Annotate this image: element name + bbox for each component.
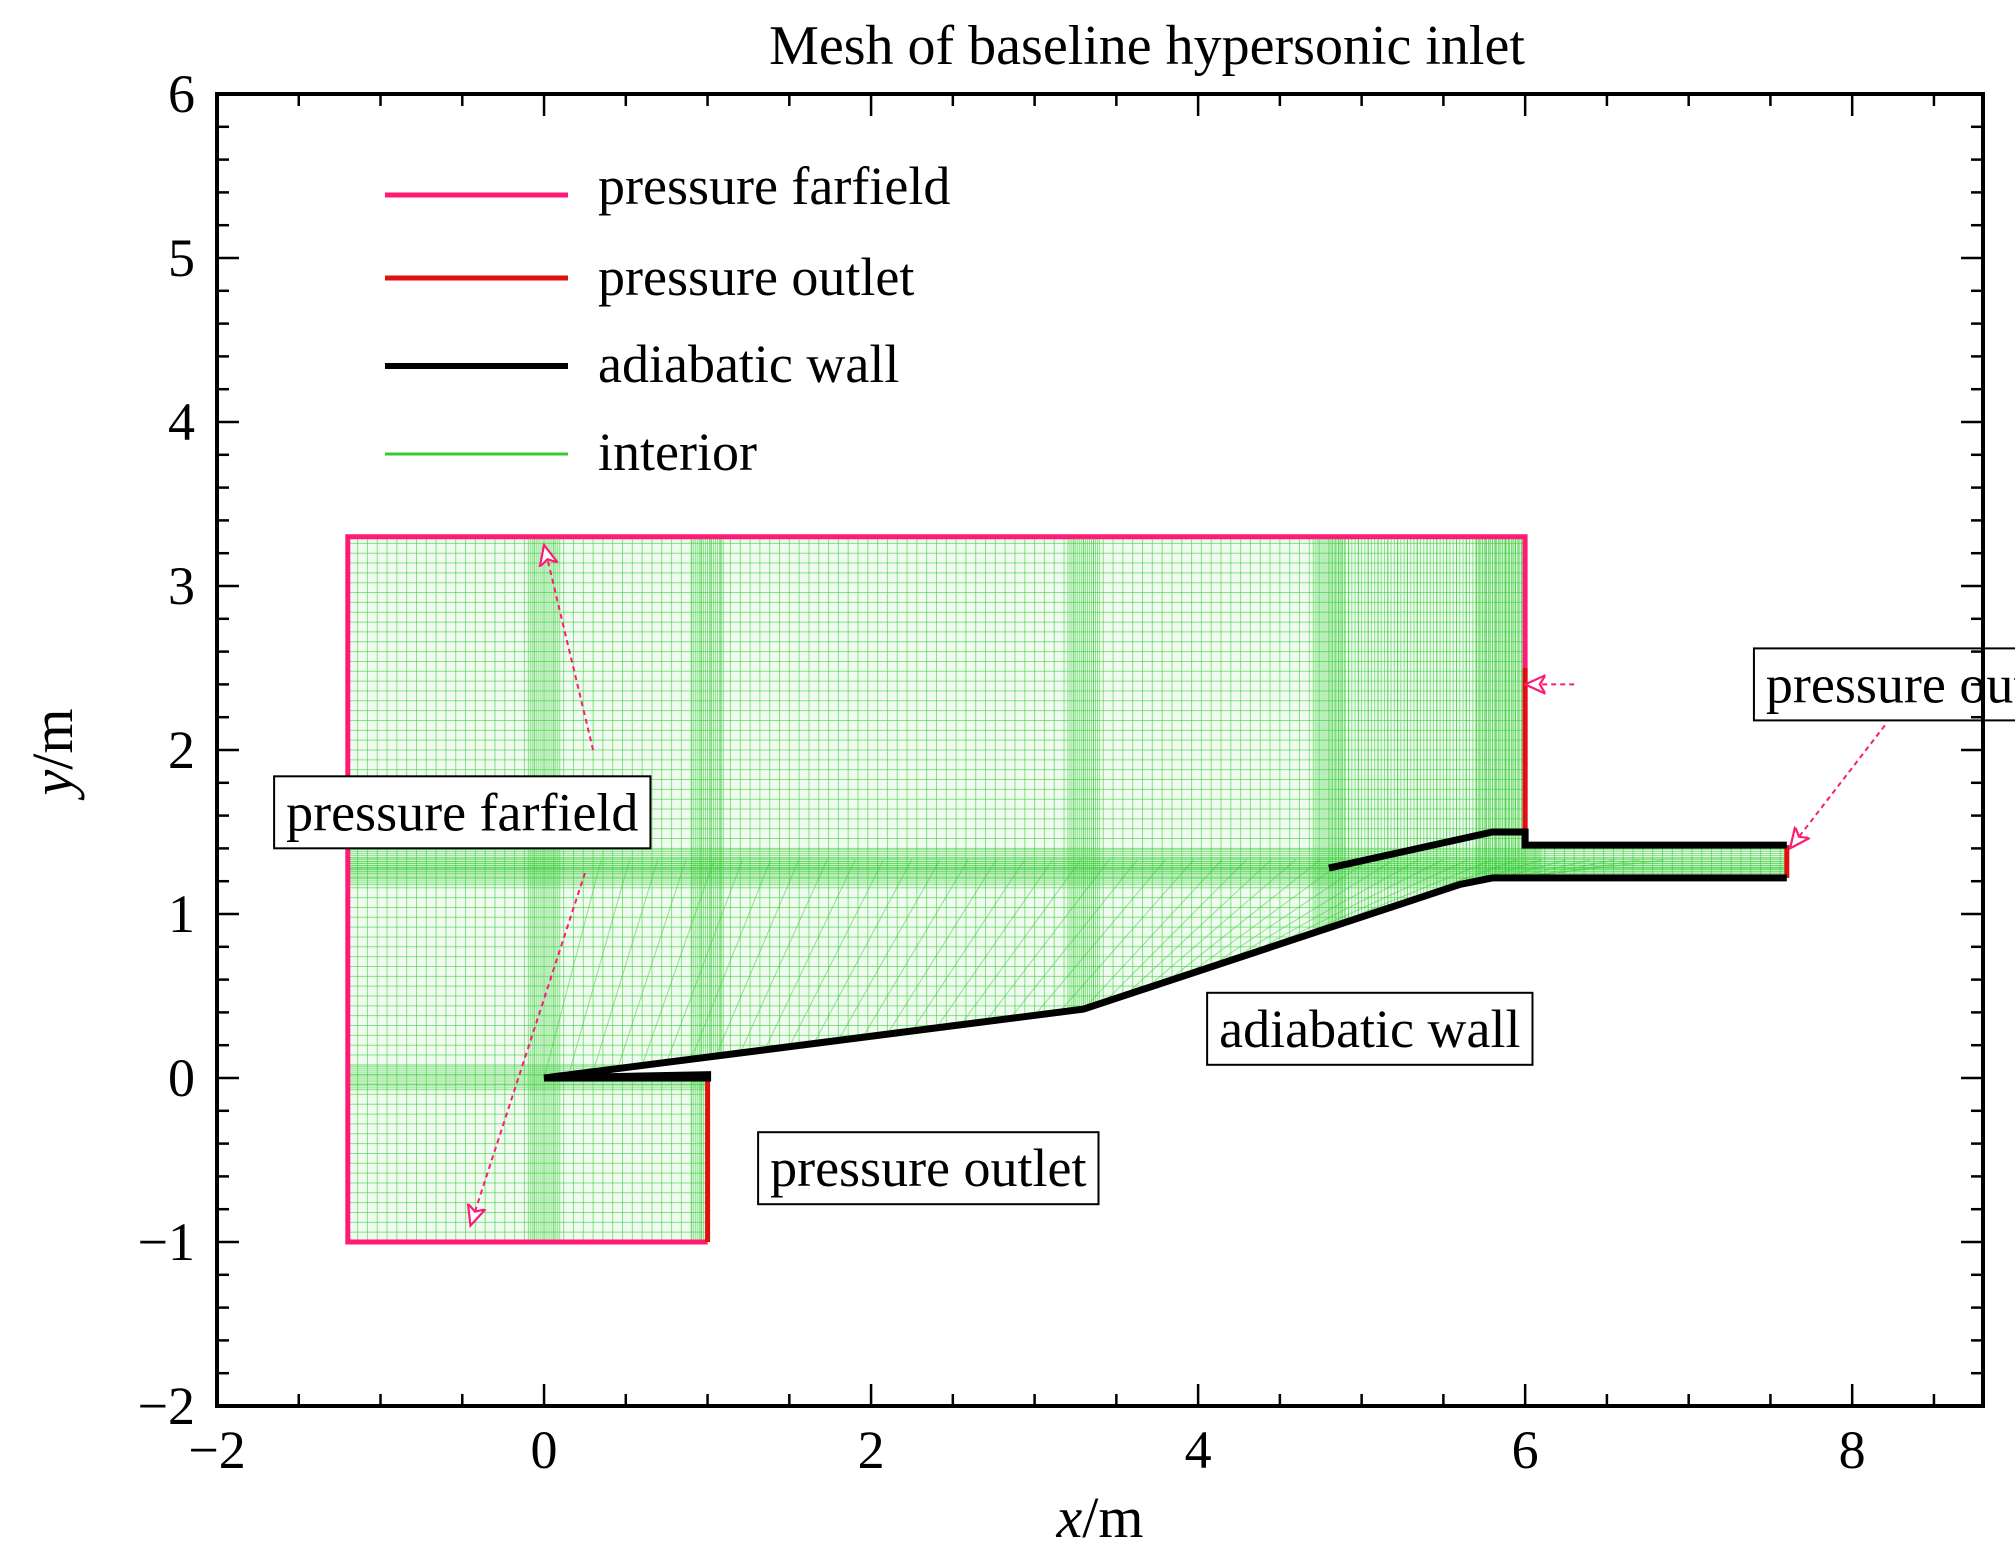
mesh-line-radial	[1166, 859, 1321, 982]
y-tick-label: 0	[168, 1048, 195, 1108]
mesh-line-radial	[666, 859, 743, 1063]
y-tick-label: 2	[168, 720, 195, 780]
wall_label-box	[1206, 991, 1534, 1066]
mesh-line-radial	[690, 859, 771, 1060]
mesh-line-radial	[1083, 859, 1223, 1010]
mesh-line-radial	[936, 859, 1053, 1029]
mesh-line-radial	[1250, 859, 1419, 955]
mesh-line-radial	[1034, 859, 1166, 1016]
y-tick-label: 5	[168, 228, 195, 288]
y-axis-var: y	[20, 769, 85, 800]
annotations: pressure farfield pressure outlet adiabati…	[273, 647, 2015, 1206]
x-tick-label: 0	[531, 1420, 558, 1480]
legend: pressure farfield pressure outlet adiaba…	[385, 156, 950, 482]
outlet_label_upper-arrow-1	[1790, 724, 1886, 848]
farfield_label: pressure farfield	[286, 782, 638, 842]
x-axis-var: x	[1056, 1485, 1083, 1550]
mesh-line-radial	[543, 859, 602, 1079]
mesh-line-radial	[788, 859, 884, 1047]
y-axis-unit: /m	[20, 709, 85, 770]
y-tick-label: 6	[168, 64, 195, 124]
y-tick-label: 4	[168, 392, 195, 452]
mesh-line-radial	[1229, 859, 1395, 962]
y-tick-labels: −2 −1 0 1 2 3 4 5 6	[138, 64, 195, 1436]
mesh-line-radial	[568, 859, 630, 1076]
mesh-line-radial	[1271, 859, 1444, 948]
axis-ticks	[215, 92, 1983, 1408]
mesh-line-radial	[837, 859, 941, 1041]
mesh-line-radial	[1208, 859, 1370, 968]
outlet_label_lower-box	[757, 1131, 1100, 1206]
mesh-line-radial	[1187, 859, 1345, 975]
legend-label-interior: interior	[598, 422, 757, 482]
x-tick-label: 2	[858, 1420, 885, 1480]
y-tick-label: −2	[138, 1376, 195, 1436]
mesh-line-radial	[1058, 859, 1194, 1013]
farfield_label-box	[273, 775, 652, 850]
farfield_label-arrow-1	[544, 545, 595, 751]
x-tick-label: 4	[1185, 1420, 1212, 1480]
x-axis-label: x/m	[1056, 1485, 1144, 1550]
mesh-line-radial	[592, 859, 659, 1072]
farfield_label-arrow-2	[470, 872, 586, 1226]
series-line-5	[1328, 828, 1787, 872]
mesh-line-radial	[862, 859, 969, 1038]
x-tick-label: 8	[1839, 1420, 1866, 1480]
mesh-line-radial	[739, 859, 828, 1054]
series-line-4	[543, 874, 1787, 1082]
outlet_label_lower: pressure outlet	[770, 1138, 1086, 1198]
y-tick-label: 3	[168, 556, 195, 616]
mesh-line-radial	[1009, 859, 1138, 1019]
mesh-line-radial	[715, 859, 800, 1057]
chart-title: Mesh of baseline hypersonic inlet	[769, 15, 1525, 77]
mesh-line-radial	[960, 859, 1082, 1026]
mesh-line-radial	[764, 859, 856, 1051]
series-line-0	[345, 534, 1528, 1245]
x-axis-unit: /m	[1082, 1485, 1143, 1550]
y-tick-label: 1	[168, 884, 195, 944]
mesh-line-radial	[641, 859, 715, 1066]
y-axis-label: y/m	[20, 709, 85, 801]
legend-label-wall: adiabatic wall	[598, 334, 899, 394]
mesh-line-radial	[1146, 859, 1296, 989]
wall_label: adiabatic wall	[1219, 999, 1520, 1059]
legend-label-outlet: pressure outlet	[598, 247, 914, 307]
mesh-line-radial	[887, 859, 997, 1035]
mesh-line-radial	[985, 859, 1110, 1022]
x-tick-label: −2	[188, 1420, 245, 1480]
mesh-line-radial	[813, 859, 912, 1044]
mesh-line-radial	[617, 859, 687, 1069]
boundary-lines	[345, 534, 1790, 1245]
mesh-line-radial	[911, 859, 1025, 1032]
y-tick-label: −1	[138, 1212, 195, 1272]
x-tick-label: 6	[1512, 1420, 1539, 1480]
x-tick-labels: −2 0 2 4 6 8	[188, 1420, 1865, 1480]
legend-label-farfield: pressure farfield	[598, 156, 950, 216]
mesh-line-radial	[1104, 859, 1247, 1003]
mesh-line-radial	[1125, 859, 1272, 996]
